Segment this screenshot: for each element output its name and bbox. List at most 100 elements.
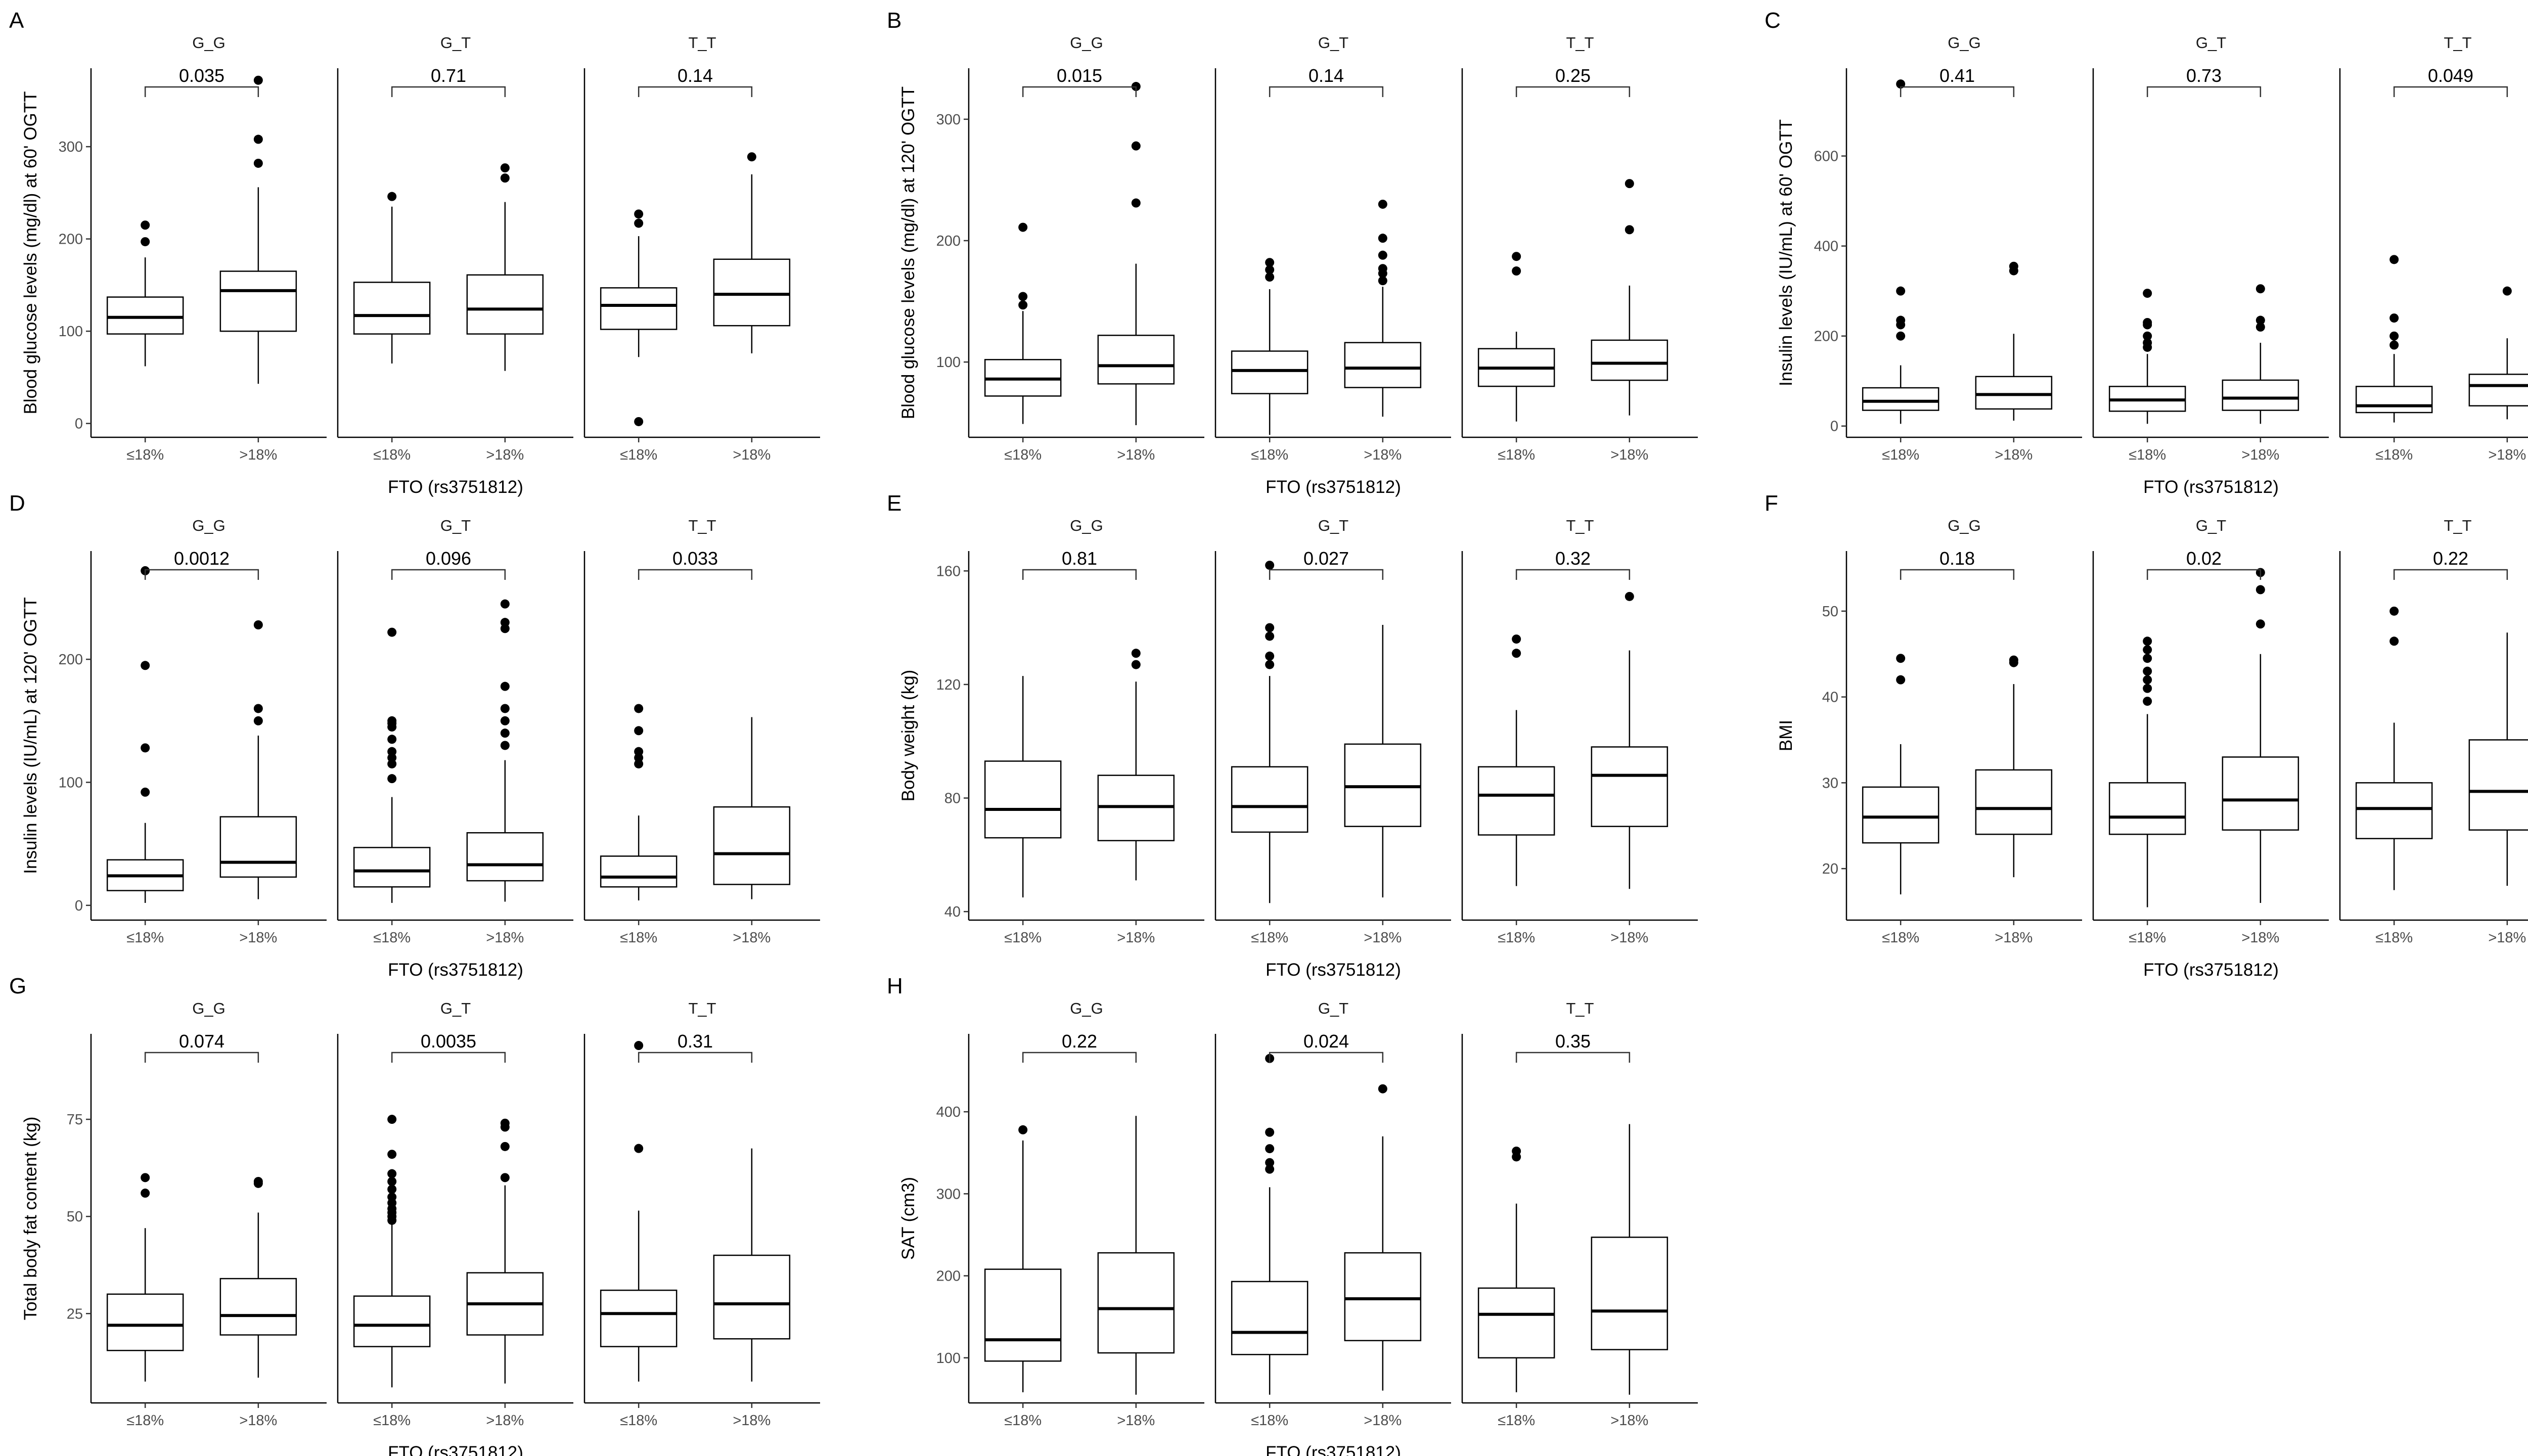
y-tick-label: 200 [936, 233, 961, 249]
iqr-box [353, 847, 431, 888]
facet-G_T: G_T ≤18% >18% 0.0035 [337, 999, 573, 1429]
outlier-point [387, 1150, 397, 1159]
outlier-point [141, 787, 150, 797]
outlier-point [1131, 649, 1141, 658]
facet-label: G_G [1070, 34, 1103, 52]
y-tick-label: 80 [944, 791, 961, 807]
y-axis-label: Total body fat content (kg) [21, 1117, 40, 1321]
iqr-box [2355, 782, 2433, 839]
y-tick-label: 25 [67, 1306, 83, 1322]
box-gt18: >18% [219, 620, 297, 946]
x-tick-label: >18% [733, 1413, 771, 1429]
outlier-point [1378, 1084, 1387, 1094]
x-tick-label: ≤18% [1004, 447, 1042, 463]
y-axis-label: Body weight (kg) [898, 670, 918, 802]
x-tick-label: >18% [1117, 930, 1155, 946]
iqr-box [1591, 1237, 1668, 1350]
outlier-point [634, 1144, 644, 1153]
outlier-point [2143, 675, 2152, 685]
iqr-box [1344, 342, 1422, 388]
box-gt18: >18% [713, 152, 791, 463]
significance-bracket [2146, 86, 2262, 97]
facet-G_T: G_T ≤18% >18% 0.73 [2092, 34, 2329, 463]
outlier-point [141, 1189, 150, 1198]
box-le18: ≤18% [2355, 255, 2433, 463]
outlier-point [2389, 340, 2399, 350]
outlier-point [2143, 338, 2152, 348]
outlier-point [1624, 592, 1634, 601]
significance-bracket [1900, 569, 2015, 580]
panel-letter: B [887, 8, 901, 33]
iqr-box [1591, 339, 1668, 381]
box-gt18: >18% [219, 1177, 297, 1429]
box-le18: ≤18% [1477, 1146, 1555, 1429]
outlier-point [141, 220, 150, 230]
y-tick-label: 0 [1830, 419, 1838, 435]
outlier-point [2143, 289, 2152, 298]
outlier-point [1265, 1127, 1275, 1137]
outlier-point [387, 1177, 397, 1186]
x-axis-title: FTO (rs3751812) [1266, 477, 1401, 497]
x-tick-label: >18% [1610, 447, 1648, 463]
y-tick-label: 300 [936, 1186, 961, 1202]
box-gt18: >18% [1591, 179, 1668, 463]
significance-bracket [1022, 1052, 1137, 1063]
box-gt18: >18% [1975, 655, 2053, 946]
x-axis-title: FTO (rs3751812) [2143, 477, 2279, 497]
iqr-box [1975, 769, 2053, 835]
outlier-point [2389, 331, 2399, 341]
x-tick-label: >18% [239, 1413, 277, 1429]
box-le18: ≤18% [1862, 654, 1939, 946]
outlier-point [1512, 1146, 1521, 1156]
box-gt18: >18% [1097, 649, 1175, 946]
facet-G_T: G_T ≤18% >18% 0.096 [337, 517, 573, 946]
iqr-box [1862, 387, 1939, 411]
p-value-label: 0.71 [431, 65, 466, 86]
panel-letter: E [887, 491, 901, 516]
x-tick-label: >18% [1364, 930, 1402, 946]
facet-T_T: T_T ≤18% >18% 0.25 [1461, 34, 1698, 463]
outlier-point [634, 1041, 644, 1051]
x-tick-label: ≤18% [2375, 447, 2413, 463]
y-tick-label: 75 [67, 1112, 83, 1128]
outlier-point [1512, 634, 1521, 644]
facet-G_G: G_G 100 200 300 400 ≤18% >18% 0.22 [936, 999, 1204, 1429]
x-tick-label: ≤18% [620, 447, 657, 463]
x-tick-label: >18% [2241, 447, 2279, 463]
x-tick-label: >18% [1995, 930, 2033, 946]
facet-G_T: G_T ≤18% >18% 0.14 [1214, 34, 1451, 463]
outlier-point [1378, 250, 1387, 260]
outlier-point [500, 704, 510, 713]
facet-label: G_G [1948, 517, 1980, 534]
facet-G_T: G_T ≤18% >18% 0.024 [1214, 999, 1451, 1429]
p-value-label: 0.049 [2428, 65, 2473, 86]
outlier-point [1131, 198, 1141, 208]
outlier-point [500, 618, 510, 627]
facet-T_T: T_T ≤18% >18% 0.14 [583, 34, 820, 463]
box-gt18: >18% [219, 75, 297, 463]
p-value-label: 0.22 [1062, 1031, 1097, 1052]
outlier-point [2143, 684, 2152, 693]
x-tick-label: >18% [1610, 930, 1648, 946]
box-le18: ≤18% [353, 1115, 431, 1429]
x-tick-label: ≤18% [1004, 1413, 1042, 1429]
iqr-box [2222, 379, 2299, 411]
box-gt18: >18% [1097, 82, 1175, 463]
x-tick-label: >18% [2241, 930, 2279, 946]
iqr-box [1477, 766, 1555, 836]
y-tick-label: 400 [1814, 239, 1838, 255]
box-le18: ≤18% [600, 1041, 678, 1429]
y-tick-label: 50 [1822, 604, 1838, 620]
facet-label: T_T [1566, 517, 1594, 534]
iqr-box [106, 296, 184, 335]
outlier-point [2143, 654, 2152, 663]
x-axis-title: FTO (rs3751812) [388, 960, 523, 980]
significance-bracket [2146, 569, 2262, 580]
iqr-box [219, 270, 297, 332]
box-le18: ≤18% [2108, 289, 2186, 463]
outlier-point [2143, 636, 2152, 646]
box-le18: ≤18% [984, 676, 1062, 946]
p-value-label: 0.0012 [174, 548, 230, 569]
outlier-point [387, 627, 397, 637]
iqr-box [1097, 1252, 1175, 1354]
